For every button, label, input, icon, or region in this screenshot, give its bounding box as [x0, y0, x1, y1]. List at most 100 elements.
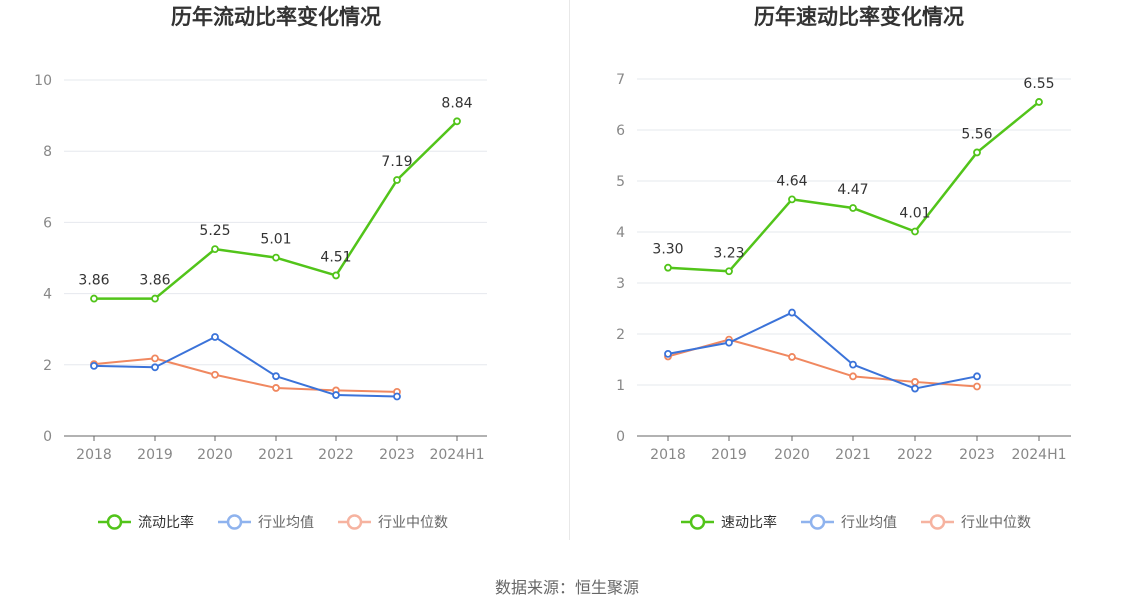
legend-marker-icon [346, 514, 363, 530]
data-point[interactable] [272, 372, 280, 381]
data-point[interactable] [211, 333, 219, 341]
data-point[interactable] [849, 204, 857, 212]
y-tick-label: 4 [43, 287, 52, 303]
y-tick-label: 5 [616, 174, 625, 190]
data-point[interactable] [453, 117, 461, 126]
data-point[interactable] [332, 391, 340, 399]
data-point[interactable] [911, 384, 919, 393]
data-label: 8.84 [441, 95, 472, 111]
data-point[interactable] [664, 349, 672, 358]
x-tick-label: 2022 [318, 447, 354, 463]
y-tick-label: 0 [616, 429, 625, 445]
data-label: 5.01 [260, 232, 291, 248]
y-tick-label: 2 [43, 358, 52, 374]
y-tick-label: 6 [43, 215, 52, 231]
industry-median-series [90, 354, 401, 396]
legend-item-industry-median-series[interactable]: 行业中位数 [921, 514, 1031, 531]
data-point[interactable] [788, 195, 796, 204]
data-point[interactable] [788, 353, 796, 361]
series-line [93, 336, 398, 398]
data-point[interactable] [90, 361, 98, 370]
data-label: 5.56 [961, 126, 992, 142]
legend-item-primary-series[interactable]: 速动比率 [681, 514, 777, 531]
legend-marker-icon [689, 514, 706, 530]
industry-average-series [90, 333, 401, 401]
legend-marker-icon [809, 514, 826, 530]
y-tick-label: 2 [616, 327, 625, 343]
legend-label: 行业中位数 [961, 515, 1031, 531]
y-tick-label: 4 [616, 225, 625, 241]
x-tick-label: 2020 [774, 447, 810, 463]
data-point[interactable] [911, 378, 919, 386]
data-label: 7.19 [381, 154, 412, 170]
x-tick-label: 2018 [650, 447, 686, 463]
x-tick-label: 2018 [76, 447, 112, 463]
data-label: 4.01 [899, 205, 930, 221]
data-point[interactable] [725, 338, 733, 347]
data-point[interactable] [90, 294, 98, 303]
series-line [93, 357, 398, 393]
x-tick-label: 2024H1 [1011, 447, 1066, 463]
data-point[interactable] [332, 271, 340, 280]
current-chart-title: 历年流动比率变化情况 [171, 5, 381, 29]
x-tick-label: 2022 [897, 447, 933, 463]
data-point[interactable] [911, 227, 919, 236]
legend-item-industry-average-series[interactable]: 行业均值 [801, 514, 897, 531]
legend-label: 速动比率 [721, 514, 777, 531]
legend-label: 行业均值 [258, 515, 314, 531]
x-tick-label: 2023 [959, 447, 995, 463]
legend-item-primary-series[interactable]: 流动比率 [98, 514, 194, 531]
x-tick-label: 2021 [258, 447, 294, 463]
legend-marker-icon [106, 514, 123, 530]
data-label: 4.64 [776, 173, 807, 189]
legend-label: 行业中位数 [378, 515, 448, 531]
primary-series: 3.86 3.86 5.25 5.01 4.51 7.19 8.84 [78, 95, 473, 303]
legend-label: 流动比率 [138, 514, 194, 531]
quick-chart-title: 历年速动比率变化情况 [754, 5, 964, 29]
data-point[interactable] [211, 245, 219, 254]
x-tick-label: 2023 [379, 447, 415, 463]
series-line [667, 311, 978, 390]
panel-divider [569, 0, 570, 540]
y-tick-label: 3 [616, 276, 625, 292]
data-point[interactable] [211, 370, 219, 379]
data-point[interactable] [272, 384, 280, 392]
data-point[interactable] [1035, 98, 1043, 106]
x-tick-label: 2021 [835, 447, 871, 463]
quick-ratio-chart: 历年速动比率变化情况 0 1 2 3 4 5 6 7 2018 2019 2020 2021 2022 20… [616, 5, 1071, 531]
y-tick-label: 7 [616, 72, 625, 88]
data-point[interactable] [272, 253, 280, 262]
legend-item-industry-median-series[interactable]: 行业中位数 [338, 514, 448, 531]
data-label: 4.47 [837, 182, 868, 198]
y-tick-label: 1 [616, 378, 625, 394]
data-point[interactable] [788, 308, 796, 317]
x-tick-label: 2019 [711, 447, 747, 463]
data-point[interactable] [973, 382, 981, 391]
industry-average-series [664, 308, 981, 393]
data-point[interactable] [849, 372, 857, 381]
data-source-label: 数据来源：恒生聚源 [494, 578, 639, 597]
y-tick-label: 10 [34, 73, 52, 89]
data-label: 3.23 [713, 245, 744, 261]
legend-marker-icon [929, 514, 946, 530]
data-point[interactable] [151, 363, 159, 372]
data-label: 4.51 [320, 249, 351, 265]
data-label: 3.30 [652, 242, 683, 258]
data-point[interactable] [151, 354, 159, 363]
legend-label: 行业均值 [841, 515, 897, 531]
data-point[interactable] [393, 392, 401, 401]
data-point[interactable] [973, 148, 981, 157]
legend-item-industry-average-series[interactable]: 行业均值 [218, 514, 314, 531]
x-tick-label: 2020 [197, 447, 233, 463]
data-point[interactable] [973, 372, 981, 381]
data-point[interactable] [393, 176, 401, 184]
legend-marker-icon [226, 514, 243, 530]
data-label: 6.55 [1023, 76, 1054, 92]
data-point[interactable] [151, 294, 159, 303]
data-label: 5.25 [199, 223, 230, 239]
data-point[interactable] [664, 263, 672, 272]
data-point[interactable] [849, 360, 857, 369]
data-point[interactable] [725, 267, 733, 276]
y-tick-label: 6 [616, 123, 625, 139]
data-label: 3.86 [139, 273, 170, 289]
